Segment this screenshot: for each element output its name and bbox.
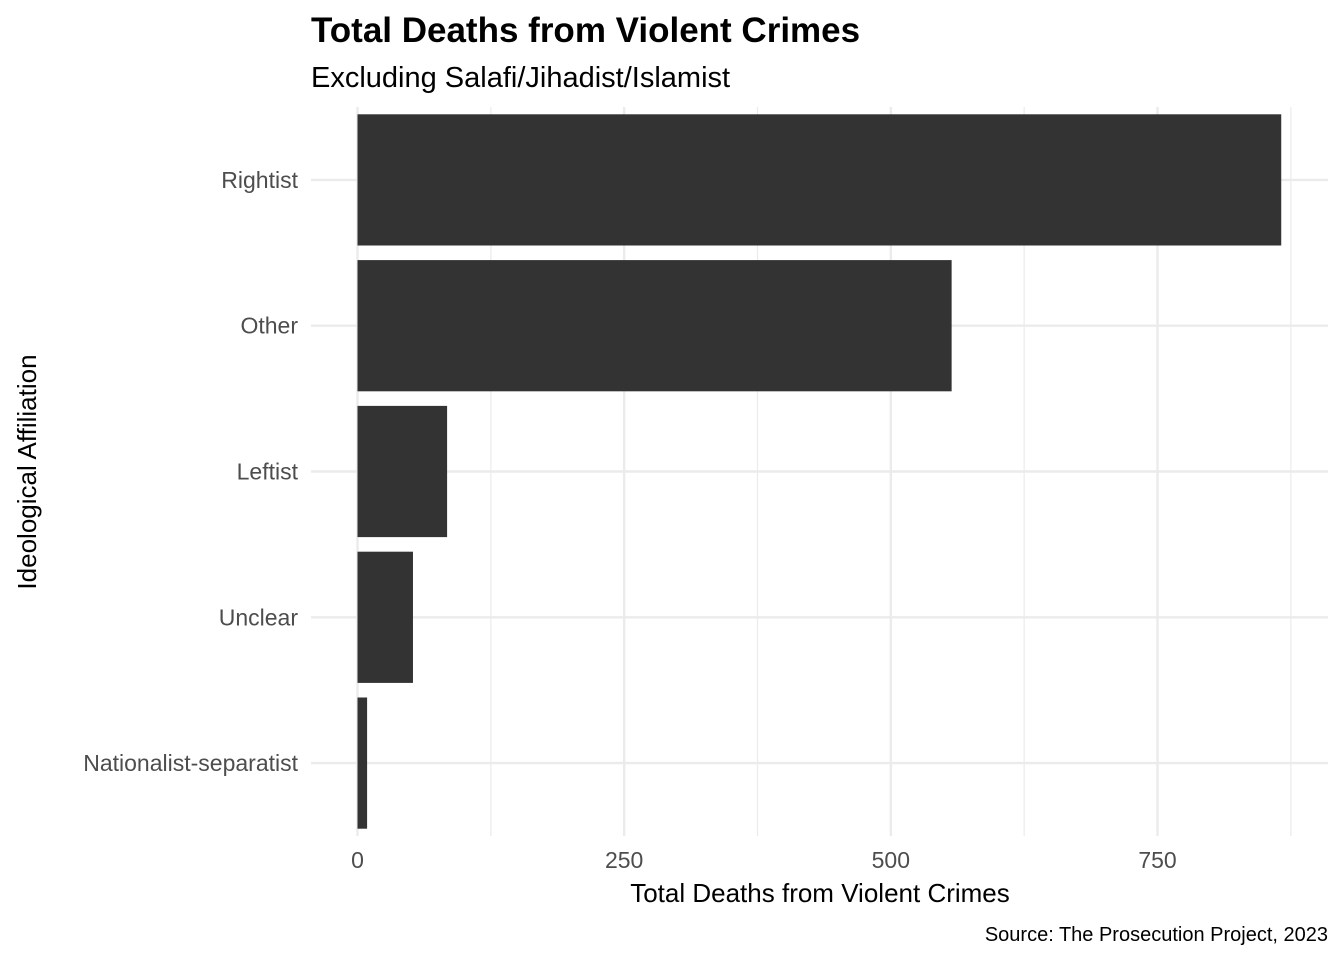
- y-tick-label: Unclear: [219, 604, 299, 630]
- y-tick-label: Leftist: [237, 459, 299, 485]
- bar-nationalist-separatist: [357, 697, 368, 829]
- x-tick-label: 500: [872, 847, 910, 873]
- y-axis-title: Ideological Affiliation: [12, 354, 42, 589]
- y-tick-label: Other: [240, 313, 298, 339]
- x-tick-label: 0: [351, 847, 364, 873]
- y-tick-label: Nationalist-separatist: [83, 750, 298, 776]
- x-tick-label: 250: [605, 847, 643, 873]
- y-tick-labels: Rightist Other Leftist Unclear Nationalist-s…: [83, 167, 298, 776]
- bar-leftist: [357, 405, 448, 538]
- chart-title: Total Deaths from Violent Crimes: [311, 11, 860, 50]
- chart-subtitle: Excluding Salafi/Jihadist/Islamist: [311, 62, 730, 94]
- x-tick-label: 750: [1138, 847, 1176, 873]
- x-tick-labels: 0 250 500 750: [351, 847, 1177, 873]
- chart-caption: Source: The Prosecution Project, 2023: [985, 924, 1328, 946]
- bar-unclear: [357, 551, 413, 683]
- x-axis-title: Total Deaths from Violent Crimes: [630, 878, 1010, 908]
- bars-layer: [357, 114, 1282, 829]
- y-tick-label: Rightist: [221, 167, 298, 193]
- bar-rightist: [357, 114, 1282, 246]
- bar-other: [357, 260, 952, 392]
